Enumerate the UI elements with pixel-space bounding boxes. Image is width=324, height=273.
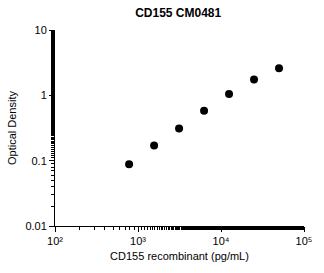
svg-text:0.1: 0.1 — [32, 155, 47, 167]
svg-text:Optical Density: Optical Density — [6, 91, 18, 165]
svg-text:10⁴: 10⁴ — [213, 235, 230, 247]
svg-text:CD155 CM0481: CD155 CM0481 — [135, 6, 221, 20]
svg-text:10²: 10² — [47, 235, 63, 247]
svg-text:1: 1 — [41, 89, 47, 101]
svg-text:10⁵: 10⁵ — [296, 235, 313, 247]
svg-text:10: 10 — [35, 24, 47, 36]
svg-text:0.01: 0.01 — [25, 220, 46, 232]
svg-text:10³: 10³ — [130, 235, 146, 247]
svg-text:CD155 recombinant (pg/mL): CD155 recombinant (pg/mL) — [110, 250, 249, 262]
